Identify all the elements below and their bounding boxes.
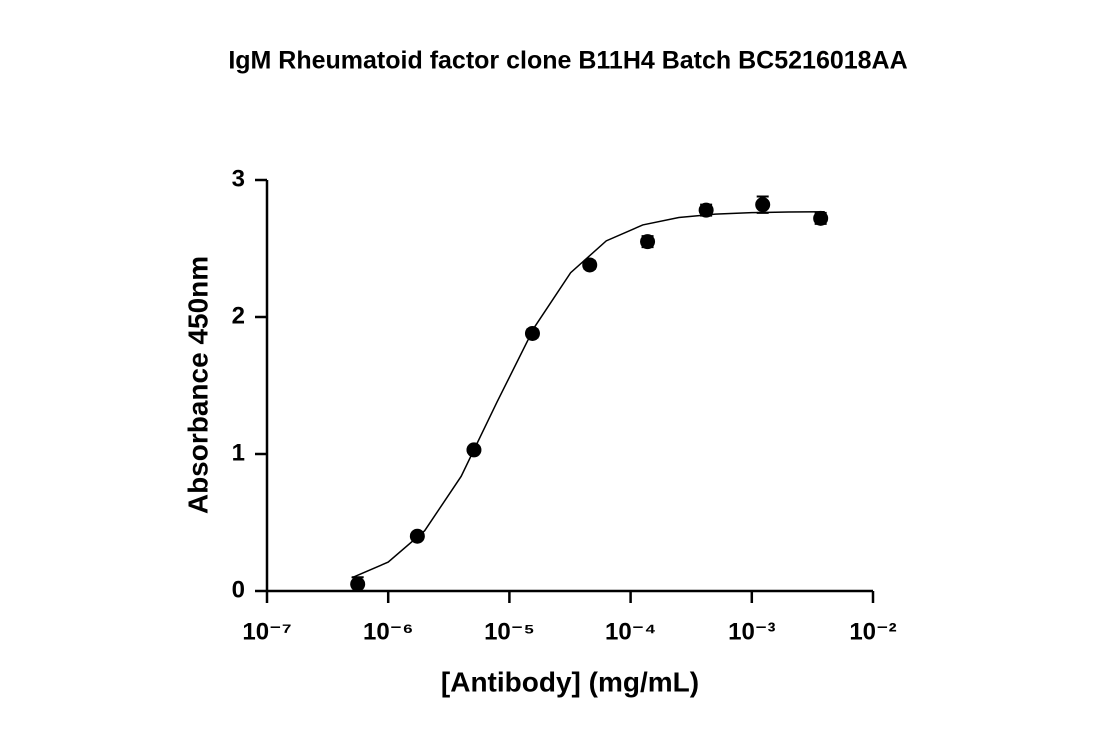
data-point: [640, 234, 656, 250]
y-axis-label: Absorbance 450nm: [182, 256, 213, 514]
data-point: [409, 528, 425, 544]
data-point: [524, 325, 540, 341]
data-point: [350, 576, 366, 592]
data-point: [813, 210, 829, 226]
data-point: [755, 197, 771, 213]
x-tick-label: 10⁻⁷: [242, 618, 291, 645]
x-tick-label: 10⁻⁵: [484, 618, 535, 645]
y-tick-label: 1: [232, 439, 245, 466]
fit-curve: [351, 211, 825, 579]
x-tick-label: 10⁻⁶: [363, 618, 413, 645]
x-tick-label: 10⁻³: [728, 618, 775, 645]
chart-title: IgM Rheumatoid factor clone B11H4 Batch …: [228, 47, 907, 75]
data-point: [582, 257, 598, 273]
y-tick-label: 2: [232, 302, 245, 329]
data-point: [698, 202, 714, 218]
y-tick-label: 3: [232, 165, 245, 192]
y-tick-label: 0: [232, 576, 245, 603]
x-axis-label: [Antibody] (mg/mL): [441, 666, 699, 697]
x-tick-label: 10⁻²: [849, 618, 896, 645]
data-point: [466, 442, 482, 458]
x-tick-label: 10⁻⁴: [605, 618, 656, 645]
